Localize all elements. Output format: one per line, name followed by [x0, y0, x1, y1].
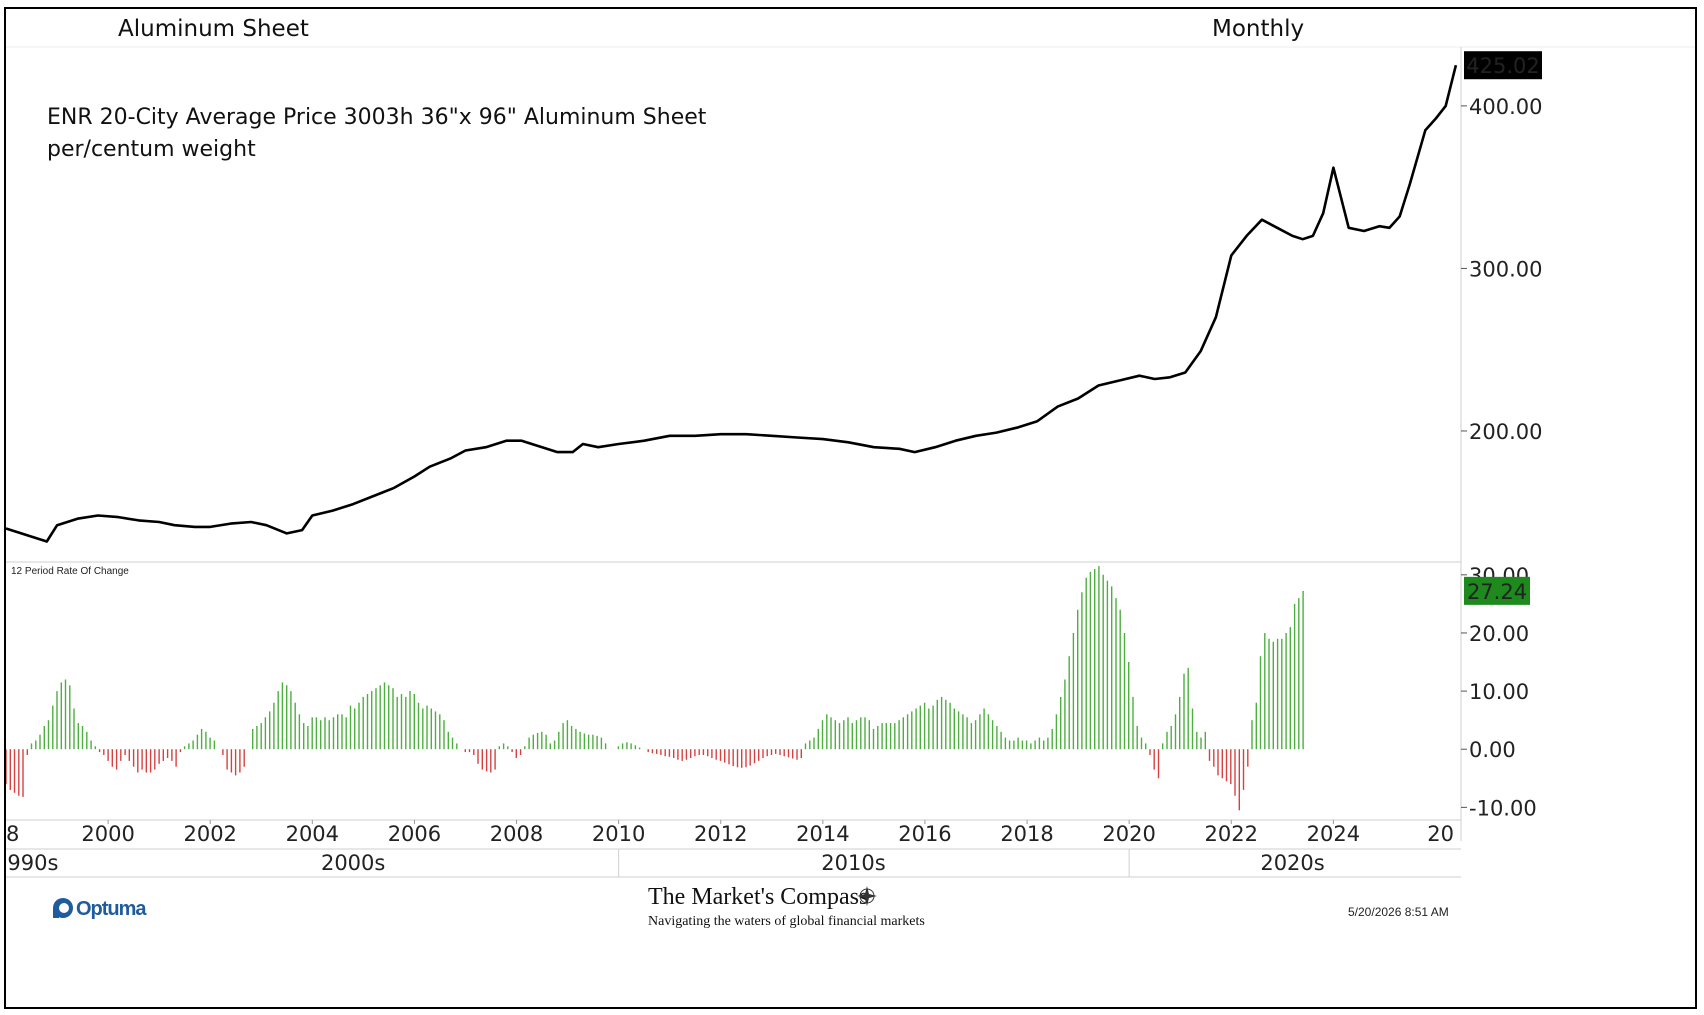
x-axis-year-label: 2022 [1205, 822, 1258, 846]
series-description-line2: per/centum weight [47, 137, 256, 162]
roc-last-value-label: 27.24 [1467, 580, 1527, 604]
x-axis-year-label: 8 [6, 822, 19, 846]
roc-axis-tick-label: -10.00 [1469, 796, 1537, 820]
roc-panel-title: 12 Period Rate Of Change [11, 566, 129, 577]
price-axis-tick-label: 300.00 [1469, 257, 1542, 281]
x-axis-year-label: 2020 [1102, 822, 1155, 846]
price-axis-tick-label: 200.00 [1469, 420, 1542, 444]
x-axis-year-label: 2004 [286, 822, 339, 846]
roc-last-value-badge [1464, 576, 1530, 605]
roc-axis-tick-label: 0.00 [1469, 738, 1516, 762]
chart-frame: Aluminum Sheet Monthly ENR 20-City Avera… [4, 7, 1697, 1009]
optuma-logo: Optuma [53, 898, 148, 920]
series-description-line1: ENR 20-City Average Price 3003h 36"x 96"… [47, 105, 707, 130]
x-axis-year-label: 20 [1427, 822, 1454, 846]
price-line [6, 64, 1458, 543]
x-axis-year-label: 2012 [694, 822, 747, 846]
price-last-value-label: 425.02 [1466, 54, 1539, 78]
x-axis-year-label: 2008 [490, 822, 543, 846]
x-axis: 8 2000 2002 2004 2006 2008 2010 2012 2014 2016 201… [6, 820, 1454, 877]
x-axis-decade-label: 1990s [6, 851, 58, 875]
chart-canvas: Aluminum Sheet Monthly ENR 20-City Avera… [6, 16, 1695, 929]
x-axis-decade-label: 2010s [821, 851, 885, 875]
x-axis-decade-label: 2000s [321, 851, 385, 875]
roc-panel: 12 Period Rate Of Change -10.00 0.00 10.00… [6, 564, 1537, 820]
x-axis-year-label: 2018 [1000, 822, 1053, 846]
price-axis-tick-label: 400.00 [1469, 95, 1542, 119]
x-axis-year-label: 2024 [1307, 822, 1360, 846]
roc-axis-tick-label: 20.00 [1469, 622, 1529, 646]
timestamp: 5/20/2026 8:51 AM [1348, 905, 1449, 919]
compass-rose-icon [857, 886, 877, 906]
x-axis-year-label: 2002 [183, 822, 236, 846]
chart-title: Aluminum Sheet [118, 16, 309, 42]
x-axis-year-label: 2014 [796, 822, 849, 846]
publisher-tagline: Navigating the waters of global financia… [648, 914, 925, 929]
publisher-title: The Market's Compass [648, 884, 868, 910]
x-axis-year-label: 2016 [898, 822, 951, 846]
x-axis-year-label: 2000 [81, 822, 134, 846]
x-axis-decade-label: 2020s [1260, 851, 1324, 875]
x-axis-year-label: 2006 [388, 822, 441, 846]
optuma-brand: Optuma [76, 898, 147, 920]
x-axis-year-label: 2010 [592, 822, 645, 846]
roc-axis-tick-label: 10.00 [1469, 680, 1529, 704]
price-panel: 200.00 300.00 400.00 425.02 [6, 51, 1542, 543]
price-last-value-badge [1464, 51, 1542, 80]
period-label: Monthly [1212, 16, 1304, 42]
